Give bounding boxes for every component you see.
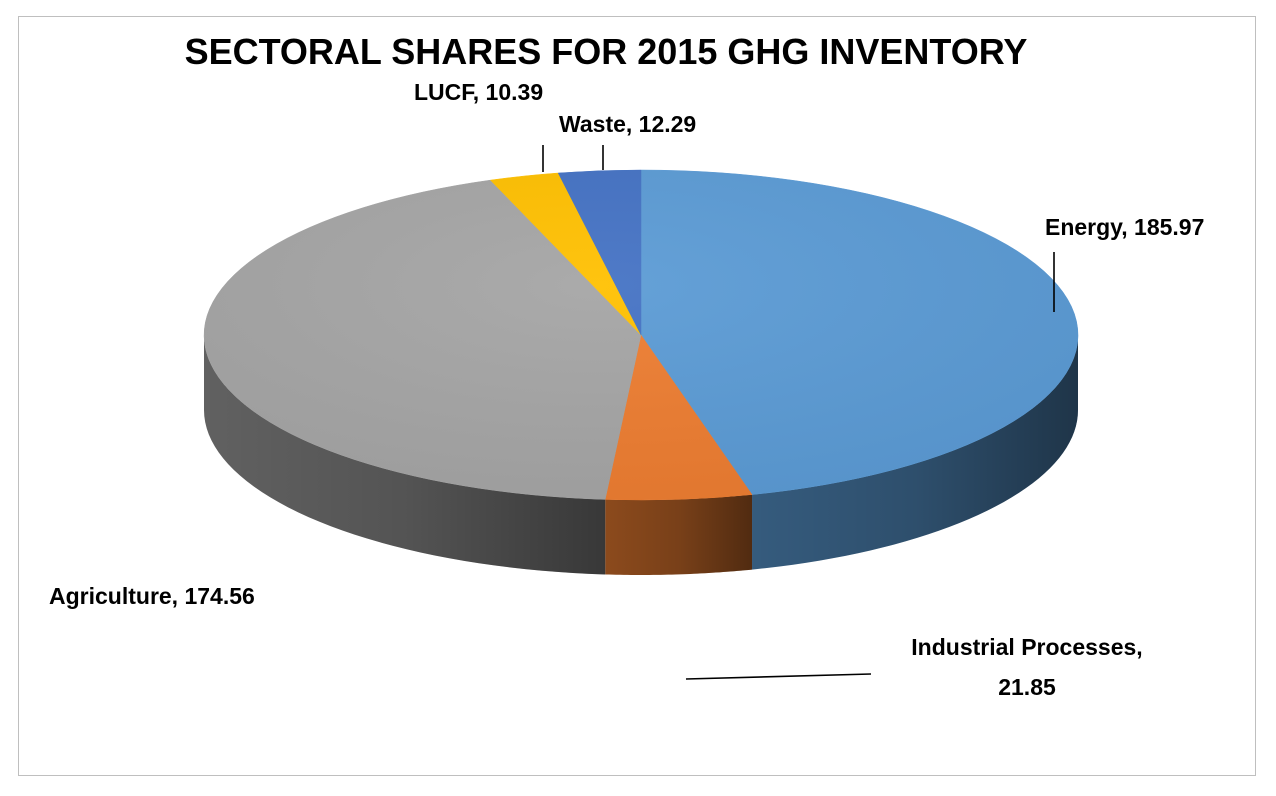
pie-side-shade — [752, 335, 1078, 570]
pie-chart: SECTORAL SHARES FOR 2015 GHG INVENTORY E… — [49, 31, 1204, 700]
data-label-waste: Waste, 12.29 — [559, 111, 696, 137]
pie-side-shade — [204, 335, 606, 575]
pie-sides — [204, 335, 1078, 575]
data-label-industrial-processes-line-1: Industrial Processes, — [911, 634, 1142, 660]
pie-side-shade — [605, 494, 753, 575]
pie-labels: Energy, 185.97 Industrial Processes, 21.85… — [49, 79, 1204, 700]
data-label-agriculture: Agriculture, 174.56 — [49, 583, 255, 609]
pie-leaders — [542, 145, 1055, 680]
data-label-lucf: LUCF, 10.39 — [414, 79, 543, 105]
pie-top — [203, 169, 1079, 501]
data-label-energy: Energy, 185.97 — [1045, 214, 1204, 240]
pie-top-shine — [204, 170, 1078, 500]
leader-line-industrial-processes — [685, 673, 872, 680]
chart-frame: SECTORAL SHARES FOR 2015 GHG INVENTORY E… — [18, 16, 1256, 776]
data-label-industrial-processes-line-2: 21.85 — [998, 674, 1056, 700]
chart-title: SECTORAL SHARES FOR 2015 GHG INVENTORY — [185, 31, 1028, 72]
